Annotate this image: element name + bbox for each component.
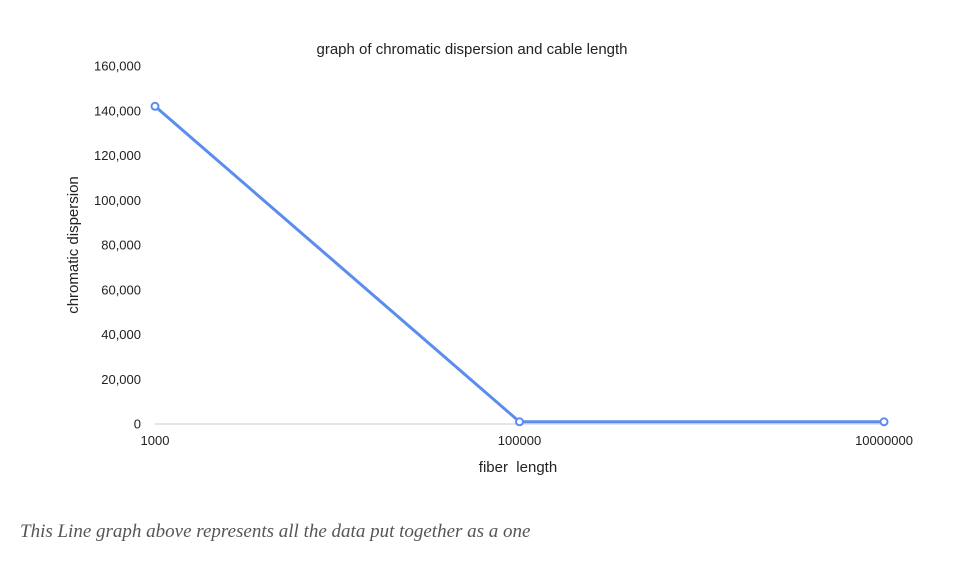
y-tick-label: 60,000 <box>101 282 141 297</box>
y-axis-ticks: 0 20,000 40,000 60,000 80,000 100,000 120,000 1… <box>94 59 141 432</box>
figure-caption: This Line graph above represents all the… <box>20 521 531 542</box>
chart-title: graph of chromatic dispersion and cable … <box>316 41 627 58</box>
y-tick-label: 120,000 <box>94 148 141 163</box>
y-axis-title: chromatic dispersion <box>65 176 82 314</box>
series-line <box>154 105 884 424</box>
x-tick-label: 100000 <box>498 433 541 448</box>
data-point <box>879 417 889 427</box>
x-axis-ticks: 1000 100000 10000000 <box>141 433 913 448</box>
x-tick-label: 1000 <box>141 433 170 448</box>
y-tick-label: 80,000 <box>101 238 141 253</box>
y-tick-label: 100,000 <box>94 193 141 208</box>
x-axis-title: fiber length <box>479 459 557 476</box>
y-tick-label: 160,000 <box>94 59 141 74</box>
y-tick-label: 140,000 <box>94 103 141 118</box>
x-tick-label: 10000000 <box>855 433 913 448</box>
y-tick-label: 20,000 <box>101 372 141 387</box>
y-tick-label: 0 <box>134 417 141 432</box>
y-tick-label: 40,000 <box>101 327 141 342</box>
series-layer <box>150 101 889 427</box>
line-chart: graph of chromatic dispersion and cable … <box>65 41 913 476</box>
data-point <box>515 417 524 427</box>
data-point <box>150 101 160 111</box>
